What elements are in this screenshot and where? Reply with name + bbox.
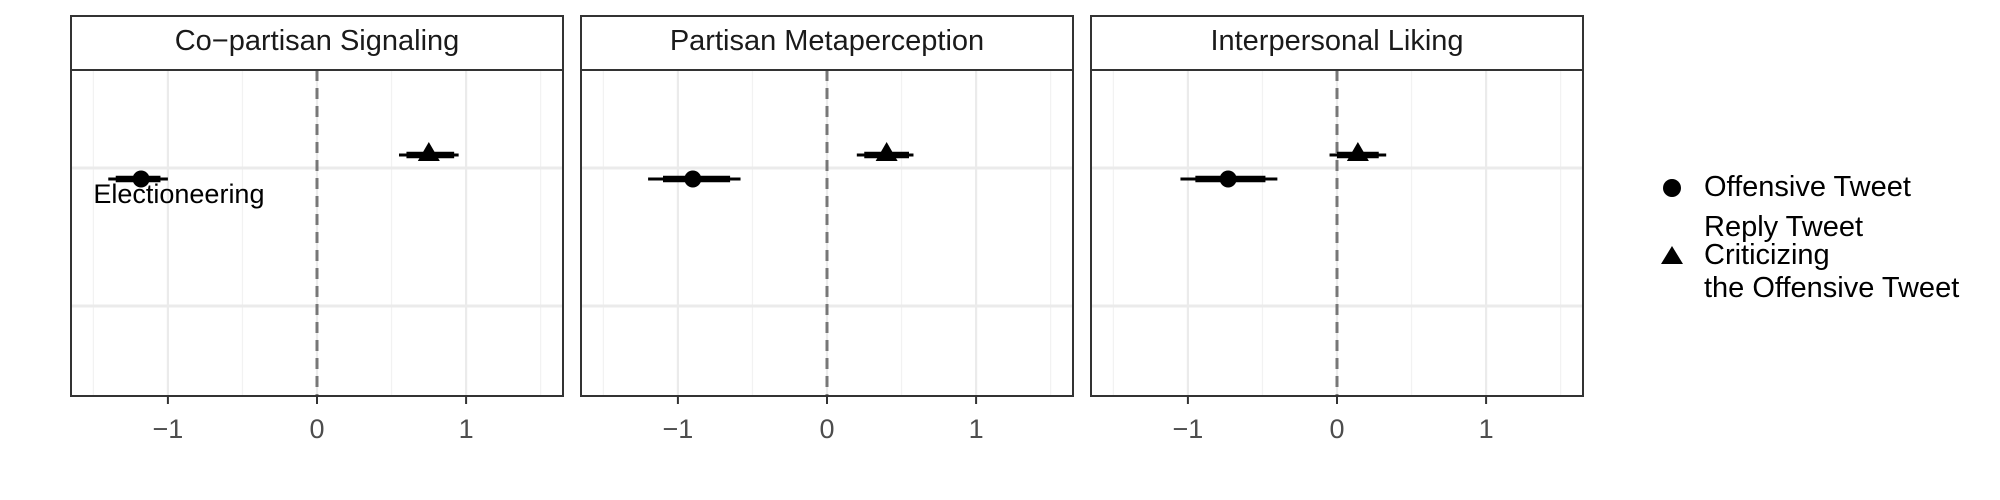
circle-point bbox=[684, 170, 702, 188]
panel-annotation: Electioneering bbox=[93, 179, 264, 209]
triangle-point bbox=[417, 142, 440, 161]
x-tick-label: −1 bbox=[663, 414, 694, 444]
legend-circle-key bbox=[1663, 179, 1681, 197]
legend-label-reply-tweet-line-3: the Offensive Tweet bbox=[1704, 272, 1959, 304]
facet-strip bbox=[1090, 15, 1584, 71]
legend: Offensive Tweet Reply TweetCriticizingthe… bbox=[1661, 171, 1959, 304]
legend-triangle-key bbox=[1661, 246, 1683, 264]
x-tick-label: −1 bbox=[1173, 414, 1204, 444]
x-tick-label: 0 bbox=[309, 414, 324, 444]
legend-label-reply-tweet-line-1: Reply Tweet bbox=[1704, 211, 1863, 243]
facet-panel-1: Electioneering Co−partisan Signaling −1 0 1 bbox=[70, 15, 564, 444]
facet-strip bbox=[580, 15, 1074, 71]
legend-label-offensive-tweet: Offensive Tweet bbox=[1704, 171, 1911, 203]
facet-title: Co−partisan Signaling bbox=[175, 25, 460, 57]
x-tick-label: 1 bbox=[459, 414, 474, 444]
facet-title: Interpersonal Liking bbox=[1210, 25, 1463, 57]
triangle-point bbox=[875, 142, 898, 161]
circle-point bbox=[1219, 170, 1237, 188]
x-tick-label: 0 bbox=[1329, 414, 1344, 444]
x-tick-label: −1 bbox=[153, 414, 184, 444]
facet-title: Partisan Metaperception bbox=[670, 25, 984, 57]
x-tick-label: 1 bbox=[1479, 414, 1494, 444]
facet-panel-2: Partisan Metaperception −1 0 1 bbox=[580, 15, 1074, 444]
x-tick-label: 1 bbox=[969, 414, 984, 444]
facet-strip bbox=[70, 15, 564, 71]
triangle-point bbox=[1346, 142, 1369, 161]
x-tick-label: 0 bbox=[819, 414, 834, 444]
facet-panel-3: Interpersonal Liking −1 0 1 bbox=[1090, 15, 1584, 444]
circle-point bbox=[132, 170, 150, 188]
legend-label-reply-tweet-line-2: Criticizing bbox=[1704, 239, 1830, 271]
